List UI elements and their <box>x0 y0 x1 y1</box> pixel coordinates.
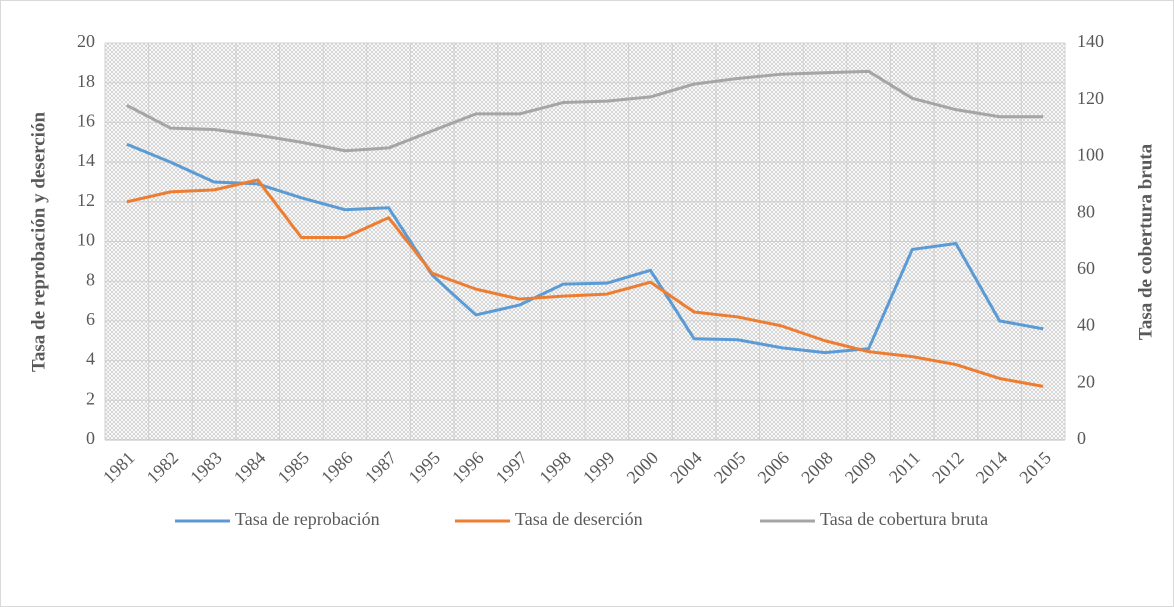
series-line <box>126 178 1044 388</box>
y-tick-label: 6 <box>86 309 95 329</box>
y-tick-label: 16 <box>77 111 95 131</box>
series-line <box>126 142 1044 355</box>
y2-tick-label: 140 <box>1077 31 1104 51</box>
y-tick-label: 0 <box>86 428 95 448</box>
y-tick-label: 4 <box>86 349 95 369</box>
legend-label: Tasa de reprobación <box>235 509 380 529</box>
legend-label: Tasa de cobertura bruta <box>820 509 988 529</box>
legend-label: Tasa de deserción <box>515 509 643 529</box>
y-axis-title: Tasa de reprobación y deserción <box>28 112 49 372</box>
y2-tick-label: 80 <box>1077 201 1095 221</box>
y2-tick-label: 20 <box>1077 371 1095 391</box>
y2-axis-title: Tasa de cobertura bruta <box>1135 143 1156 340</box>
y-tick-label: 18 <box>77 71 95 91</box>
y-tick-label: 2 <box>86 388 95 408</box>
y2-tick-label: 40 <box>1077 315 1095 335</box>
y2-tick-label: 0 <box>1077 428 1086 448</box>
y-tick-label: 20 <box>77 31 95 51</box>
y2-tick-label: 120 <box>1077 88 1104 108</box>
y2-tick-label: 100 <box>1077 145 1104 165</box>
y-tick-label: 10 <box>77 230 95 250</box>
series-line <box>126 69 1044 153</box>
y-tick-label: 8 <box>86 269 95 289</box>
y-tick-label: 12 <box>77 190 95 210</box>
y-tick-label: 14 <box>77 150 95 170</box>
y2-tick-label: 60 <box>1077 258 1095 278</box>
